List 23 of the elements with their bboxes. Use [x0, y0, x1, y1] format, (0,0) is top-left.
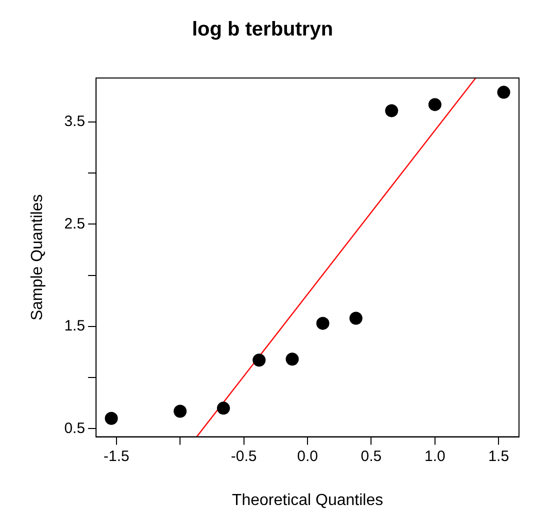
x-axis-title: Theoretical Quantiles	[232, 492, 384, 509]
x-tick-label: 0.5	[360, 448, 382, 465]
point	[216, 402, 230, 415]
point	[385, 104, 398, 118]
point	[174, 404, 187, 418]
y-tick-label: 3.5	[64, 113, 86, 130]
point	[349, 312, 362, 325]
point	[286, 352, 299, 366]
y-axis-title: Sample Quantiles	[29, 194, 46, 321]
y-tick-label: 0.5	[64, 420, 86, 437]
x-tick-label: 1.0	[424, 448, 446, 465]
x-tick-label: 0.0	[297, 448, 318, 465]
point	[252, 354, 266, 367]
point	[428, 98, 442, 112]
x-tick-label: 1.5	[488, 448, 510, 465]
point	[316, 316, 330, 330]
x-tick-label: -0.5	[230, 448, 257, 465]
y-tick-label: 1.5	[64, 318, 86, 335]
y-tick-label: 2.5	[64, 215, 86, 232]
chart-title: log b terbutryn	[192, 18, 334, 41]
x-tick-label: -1.5	[104, 448, 130, 465]
point	[104, 412, 118, 425]
point	[497, 86, 510, 99]
